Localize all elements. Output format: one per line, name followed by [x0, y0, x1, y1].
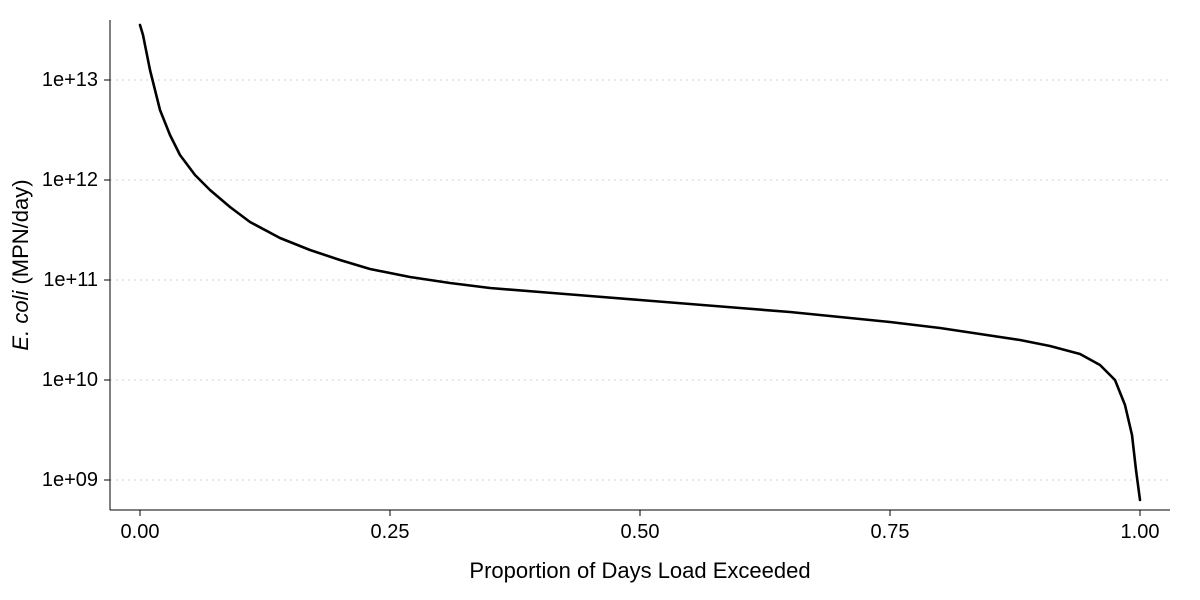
y-tick-label: 1e+12	[42, 169, 98, 191]
y-tick-label: 1e+13	[42, 69, 98, 91]
y-axis-label-italic: E. coli	[8, 290, 33, 351]
x-tick-label: 0.75	[871, 521, 910, 543]
chart-svg: 0.00 0.25 0.50 0.75 1.00 1e+09 1e+10 1e+11 1e+12…	[0, 0, 1200, 600]
y-axis-label: E. coli (MPN/day)	[8, 179, 33, 350]
x-tick-label: 0.50	[621, 521, 660, 543]
y-axis-label-plain: (MPN/day)	[8, 179, 33, 290]
y-tick-label: 1e+09	[42, 469, 98, 491]
x-tick-label: 0.00	[121, 521, 160, 543]
x-tick-label: 0.25	[371, 521, 410, 543]
x-tick-label: 1.00	[1121, 521, 1160, 543]
load-duration-chart: 0.00 0.25 0.50 0.75 1.00 1e+09 1e+10 1e+11 1e+12…	[0, 0, 1200, 600]
y-tick-label: 1e+10	[42, 369, 98, 391]
y-tick-label: 1e+11	[43, 269, 98, 291]
x-axis-label: Proportion of Days Load Exceeded	[469, 558, 810, 583]
